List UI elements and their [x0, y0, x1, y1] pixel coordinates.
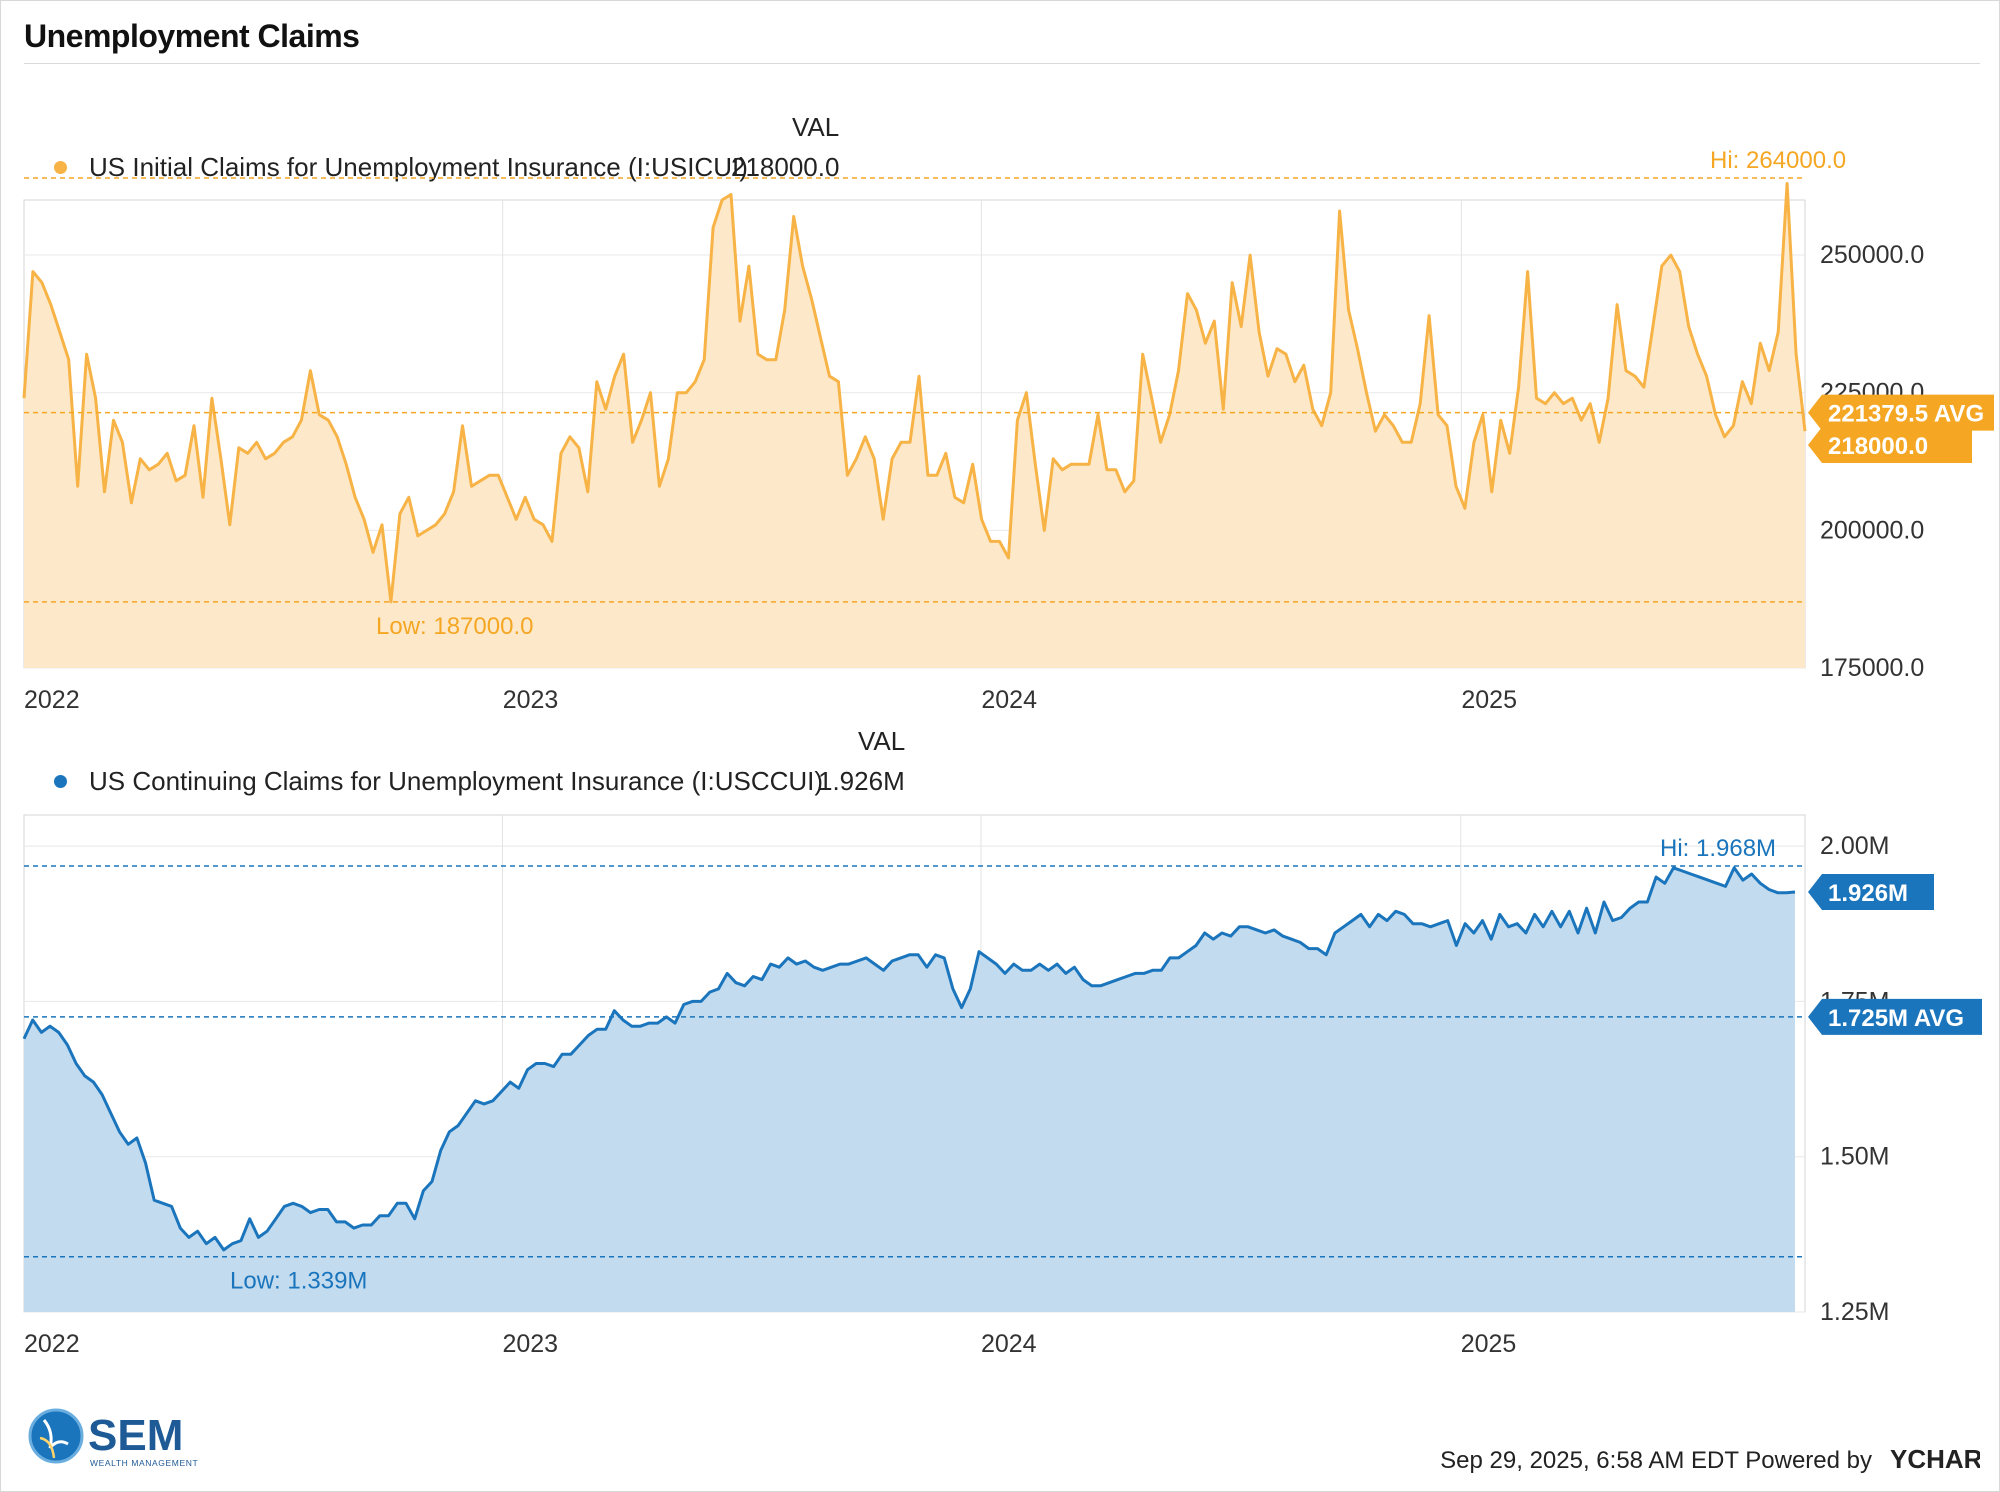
chart2-avg-tag-text: 1.725M AVG	[1828, 1005, 1964, 1032]
chart1-latest-value: 218000.0	[731, 152, 840, 182]
chart1-legend-dot-icon	[54, 160, 67, 174]
ycharts-brand[interactable]: YCHARTS	[1890, 1444, 1980, 1472]
chart1-x-tick-label: 2023	[503, 686, 559, 714]
chart2-y-tick-label: 2.00M	[1820, 832, 1889, 860]
chart2-x-tick-label: 2025	[1461, 1330, 1517, 1358]
chart1-legend-item[interactable]: US Initial Claims for Unemployment Insur…	[54, 152, 748, 183]
chart1-hi-label: Hi: 264000.0	[1710, 147, 1846, 174]
chart1-x-tick-label: 2022	[24, 686, 80, 714]
chart2-legend-item[interactable]: US Continuing Claims for Unemployment In…	[54, 766, 823, 797]
chart1-avg-tag-shape	[1808, 394, 1994, 431]
chart1-y-tick-label: 250000.0	[1820, 241, 1924, 269]
chart2-legend-header: VAL	[858, 726, 906, 756]
chart1-series-line	[22, 182, 1807, 604]
chart2-hi-label: Hi: 1.968M	[1660, 835, 1776, 862]
chart1-x-tick-label: 2025	[1461, 686, 1517, 714]
chart2-avg-tag: 1.725M AVG	[1808, 998, 1982, 1035]
chart2-latest-value: 1.926M	[818, 766, 905, 796]
chart1-legend-header: VAL	[792, 112, 840, 142]
chart1-series-area	[24, 183, 1805, 668]
chart2-y-tick-label: 1.25M	[1820, 1298, 1889, 1326]
sem-logo-globe-icon	[30, 1410, 82, 1462]
chart2-last-tag-text: 1.926M	[1828, 880, 1908, 907]
sem-logo: SEM WEALTH MANAGEMENT	[28, 1408, 198, 1468]
chart2-series-line	[22, 866, 1796, 1252]
chart2-series-name: US Continuing Claims for Unemployment In…	[89, 766, 824, 796]
footer-timestamp: Sep 29, 2025, 6:58 AM EDT Powered by	[1440, 1447, 1872, 1474]
chart1-last-tag-shape	[1808, 427, 1972, 464]
chart1-low-label: Low: 187000.0	[376, 613, 533, 640]
chart2-x-tick-label: 2022	[24, 1330, 80, 1358]
chart2-legend-dot-icon	[54, 774, 67, 788]
chart1-y-tick-label: 175000.0	[1820, 654, 1924, 682]
chart2-x-tick-label: 2023	[502, 1330, 558, 1358]
chart1-avg-tag: 221379.5 AVG	[1808, 394, 1994, 431]
chart2-last-tag-shape	[1808, 874, 1934, 911]
chart1-last-tag-text: 218000.0	[1828, 433, 1928, 460]
chart2-x-tick-label: 2024	[981, 1330, 1037, 1358]
sem-logo-subtext: WEALTH MANAGEMENT	[90, 1458, 198, 1468]
chart1-avg-tag-text: 221379.5 AVG	[1828, 401, 1984, 428]
chart1-y-tick-label: 200000.0	[1820, 516, 1924, 544]
chart1-x-tick-label: 2024	[981, 686, 1037, 714]
chart1-last-tag: 218000.0	[1808, 427, 1972, 464]
sem-logo-text: SEM	[88, 1411, 183, 1460]
chart1-series-name: US Initial Claims for Unemployment Insur…	[89, 152, 748, 182]
ycharts-brand-text: YCHARTS	[1890, 1444, 1980, 1472]
chart2-series-area	[24, 867, 1795, 1312]
chart2-low-label: Low: 1.339M	[230, 1268, 367, 1295]
chart2-y-tick-label: 1.50M	[1820, 1143, 1889, 1171]
chart2-avg-tag-shape	[1808, 998, 1982, 1035]
chart2-last-tag: 1.926M	[1808, 874, 1934, 911]
title-divider	[24, 63, 1980, 64]
page-title: Unemployment Claims	[24, 18, 360, 54]
